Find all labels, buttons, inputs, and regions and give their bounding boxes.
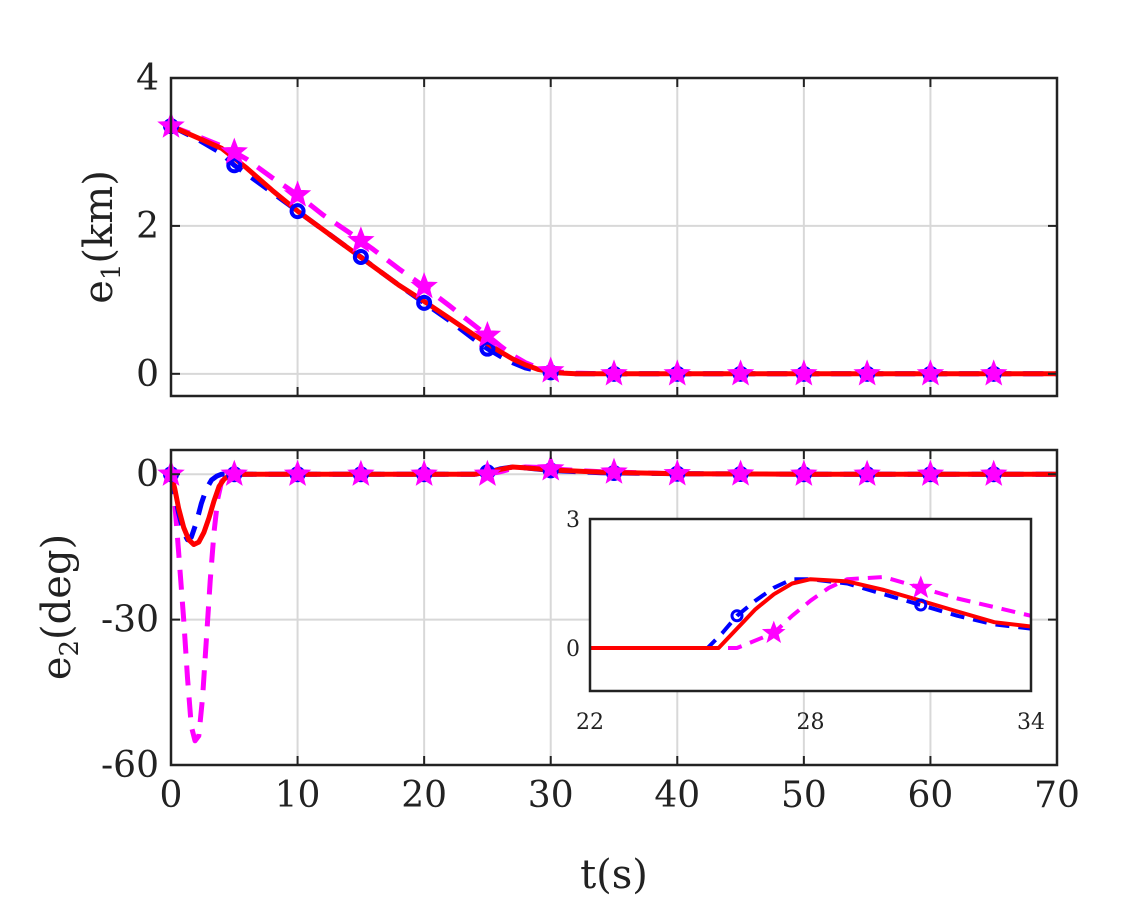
magenta-star-marker — [790, 459, 818, 486]
x-tick-label: 30 — [528, 775, 574, 816]
magenta-star-marker — [537, 356, 565, 383]
magenta-star-marker — [283, 459, 312, 486]
inset-series-group — [590, 575, 1031, 650]
blue-circle-marker — [226, 157, 243, 174]
magenta-star-marker — [916, 359, 945, 386]
magenta-star-marker — [853, 359, 881, 386]
magenta-star-marker — [790, 359, 818, 386]
magenta-star-marker — [410, 459, 438, 486]
x-tick-label: 10 — [275, 775, 321, 816]
inset-background — [590, 519, 1031, 691]
magenta-star-marker — [473, 459, 502, 486]
magenta-star-marker — [853, 459, 881, 486]
blue-circle-marker — [289, 203, 306, 220]
magenta-star-marker — [473, 320, 502, 348]
y-tick-label: 0 — [136, 454, 159, 495]
magenta-star-marker — [537, 454, 565, 481]
bottom-frame — [169, 448, 1059, 767]
blue-circle-marker — [914, 598, 928, 612]
y-tick-label: 4 — [136, 58, 159, 99]
bottom-y-axis-label-unit: (deg) — [34, 534, 80, 640]
top-ticks — [170, 77, 1058, 396]
bottom-y-axis-label-sub: 2 — [55, 640, 85, 657]
magenta-star-marker — [410, 272, 438, 299]
magenta-star-marker — [600, 457, 628, 484]
magenta-star-marker — [347, 459, 375, 486]
blue-circle-marker — [479, 340, 496, 357]
magenta-star-marker — [220, 137, 248, 164]
red-series-line — [590, 577, 1031, 650]
magenta-star-marker — [980, 359, 1008, 386]
magenta-star-marker — [220, 459, 248, 486]
top-plot-background — [171, 78, 1057, 396]
x-tick-label: 0 — [160, 775, 183, 816]
bottom-y-tick-labels: 0 -30 -60 — [101, 454, 159, 786]
top-panel: 0 2 4 e1(km) — [76, 58, 1059, 398]
x-tick-label: 70 — [1034, 775, 1080, 816]
x-tick-label: 28 — [797, 710, 825, 735]
top-markers-group — [157, 111, 1008, 386]
magenta-star-marker — [726, 459, 755, 486]
bottom-ticks — [170, 450, 1058, 766]
blue-circle-marker — [352, 248, 369, 265]
y-tick-label: 0 — [566, 637, 580, 662]
top-series-group — [171, 123, 1057, 377]
x-tick-label: 40 — [654, 775, 700, 816]
x-tick-label: 60 — [908, 775, 954, 816]
inset-frame — [588, 517, 1033, 693]
top-y-axis-label-unit: (km) — [76, 170, 122, 263]
bottom-y-axis-label-main: e — [34, 656, 80, 680]
magenta-star-marker — [347, 226, 375, 253]
magenta-star-marker — [916, 459, 945, 486]
top-frame — [169, 76, 1059, 398]
x-tick-label: 50 — [781, 775, 827, 816]
top-y-axis-label: e1(km) — [76, 170, 127, 304]
y-tick-label: 3 — [566, 508, 580, 533]
bottom-y-axis-label: e2(deg) — [34, 534, 85, 680]
inset-x-tick-labels: 22 28 34 — [576, 710, 1045, 735]
x-tick-label: 34 — [1017, 710, 1045, 735]
inset-y-tick-labels: 30 — [566, 508, 580, 662]
y-tick-label: 2 — [136, 206, 159, 247]
magenta-star-marker — [663, 459, 691, 486]
magenta-star-marker — [761, 620, 786, 643]
magenta-star-marker — [980, 459, 1008, 486]
magenta-star-marker — [600, 359, 628, 386]
magenta-star-marker — [726, 359, 755, 386]
top-y-tick-labels: 0 2 4 — [136, 58, 159, 395]
top-y-axis-label-main: e — [76, 280, 122, 304]
blue-circle-marker — [730, 609, 744, 623]
x-tick-label: 20 — [401, 775, 447, 816]
y-tick-label: -60 — [101, 745, 159, 786]
magenta-star-marker — [283, 180, 312, 207]
inset-markers-group — [730, 575, 933, 643]
bottom-x-tick-labels: 0 10 20 30 40 50 60 70 — [160, 775, 1080, 816]
x-axis-label: t(s) — [580, 852, 648, 898]
inset-panel: 30 22 28 34 — [566, 508, 1045, 735]
top-y-axis-label-sub: 1 — [97, 264, 127, 281]
magenta-star-marker — [663, 359, 691, 386]
x-tick-label: 22 — [576, 710, 604, 735]
y-tick-label: 0 — [136, 354, 159, 395]
magenta-star-marker — [908, 575, 933, 598]
red-series-line — [171, 123, 1057, 377]
blue-circle-marker — [416, 294, 433, 311]
y-tick-label: -30 — [101, 600, 159, 641]
